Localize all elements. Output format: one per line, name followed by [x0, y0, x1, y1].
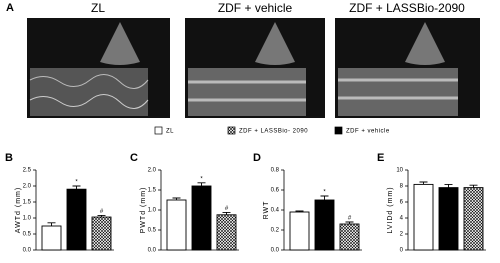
panel-label: E	[377, 152, 384, 164]
bar	[314, 199, 335, 251]
image-title: ZL	[91, 1, 105, 15]
y-tick-label: 0.0	[23, 248, 32, 254]
error-bar	[72, 185, 81, 190]
bar	[339, 223, 360, 251]
ultrasound-image	[185, 18, 325, 118]
legend-label: ZDF + LASSBio- 2090	[239, 129, 308, 135]
image-title: ZDF + vehicle	[218, 1, 293, 15]
bar	[91, 216, 112, 251]
error-bar	[172, 197, 181, 200]
significance-mark: *	[200, 176, 203, 182]
error-bar	[469, 184, 478, 188]
y-tick-label: 1.0	[23, 216, 32, 222]
y-tick-label: 1.5	[23, 200, 32, 206]
bar	[289, 211, 310, 251]
significance-mark: *	[323, 190, 326, 196]
y-tick-label: 10	[396, 168, 403, 174]
y-tick-label: 0.5	[23, 232, 32, 238]
y-tick-label: 2	[400, 232, 404, 238]
error-bar	[222, 211, 231, 215]
error-bar	[320, 195, 329, 200]
y-tick-label: 2.0	[148, 168, 157, 174]
error-bar	[97, 214, 106, 218]
error-bar	[419, 181, 428, 185]
bar	[66, 188, 87, 251]
error-bar	[47, 222, 56, 226]
legend-swatch	[227, 126, 236, 135]
legend-swatch	[334, 126, 343, 135]
image-title: ZDF + LASSBio-2090	[349, 1, 465, 15]
y-tick-label: 4	[400, 216, 404, 222]
legend-swatch	[154, 126, 163, 135]
significance-mark: *	[75, 180, 78, 186]
y-tick-label: 8	[400, 184, 404, 190]
ultrasound-images	[27, 18, 480, 118]
legend-label: ZL	[166, 129, 174, 135]
error-bar	[345, 221, 354, 224]
panel-label: D	[253, 152, 261, 164]
y-tick-label: 6	[400, 200, 404, 206]
y-tick-label: 0.5	[148, 228, 157, 234]
y-tick-label: 2.5	[23, 168, 32, 174]
error-bar	[197, 182, 206, 186]
ultrasound-image	[335, 18, 480, 118]
y-tick-label: 0.4	[271, 208, 280, 214]
y-axis-label: LVIDd (mm)	[387, 186, 394, 233]
bar	[166, 199, 187, 251]
panel-label: C	[130, 152, 138, 164]
bar	[191, 185, 212, 251]
bar	[463, 187, 484, 251]
panel-label: A	[6, 2, 14, 14]
bar	[438, 187, 459, 251]
y-tick-label: 0.2	[271, 228, 280, 234]
y-tick-label: 1.0	[148, 208, 157, 214]
significance-mark: #	[348, 216, 352, 222]
y-tick-label: 0.8	[271, 168, 280, 174]
y-tick-label: 0.0	[148, 248, 157, 254]
y-tick-label: 0.6	[271, 188, 280, 194]
y-axis-label: PWTd (mm)	[140, 187, 147, 234]
significance-mark: #	[225, 206, 229, 212]
y-axis-label: RWT	[263, 201, 270, 220]
significance-mark: #	[100, 209, 104, 215]
y-tick-label: 1.5	[148, 188, 157, 194]
bar	[216, 214, 237, 251]
y-axis-label: AWTd (mm)	[15, 187, 22, 233]
y-tick-label: 2.0	[23, 184, 32, 190]
legend-label: ZDF + vehicle	[346, 129, 390, 135]
y-tick-label: 0.0	[271, 248, 280, 254]
bar	[413, 183, 434, 251]
panel-label: B	[5, 152, 13, 164]
ultrasound-image	[27, 18, 170, 118]
y-tick-label: 0	[400, 248, 404, 254]
error-bar	[444, 183, 453, 188]
bar	[41, 225, 62, 251]
error-bar	[295, 210, 304, 212]
